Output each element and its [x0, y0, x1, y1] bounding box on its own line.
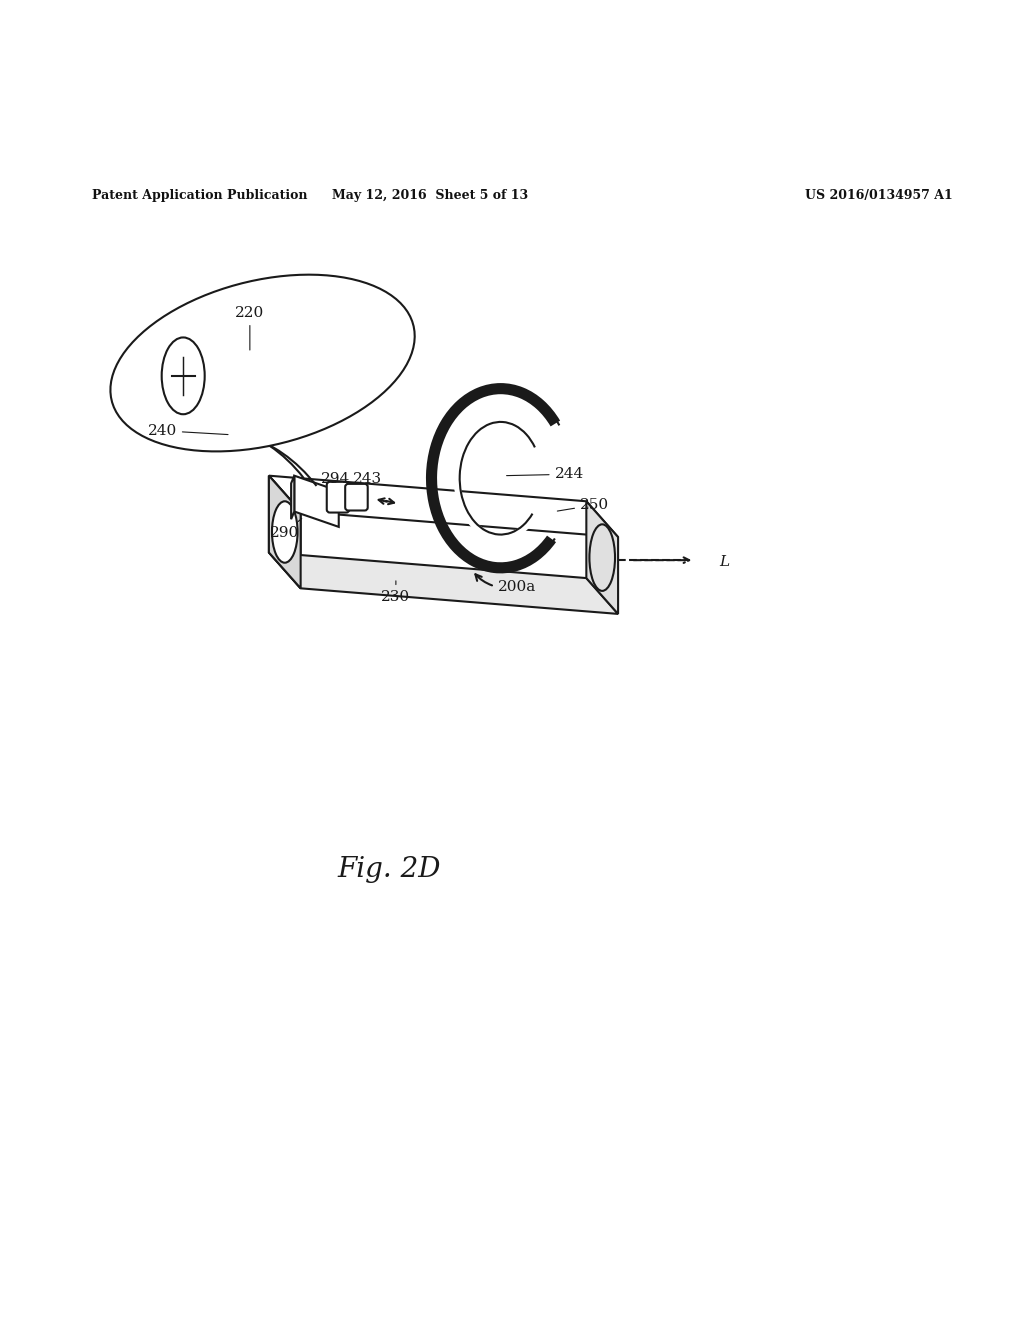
Text: 230: 230	[381, 581, 411, 605]
Text: 240: 240	[147, 424, 228, 438]
Text: May 12, 2016  Sheet 5 of 13: May 12, 2016 Sheet 5 of 13	[332, 189, 528, 202]
Text: 220: 220	[236, 306, 264, 350]
Polygon shape	[269, 475, 301, 589]
Ellipse shape	[272, 502, 298, 562]
Text: 294: 294	[321, 473, 350, 486]
FancyBboxPatch shape	[327, 482, 349, 512]
Polygon shape	[111, 275, 415, 451]
Polygon shape	[294, 475, 339, 527]
Text: L: L	[720, 554, 730, 569]
Text: Patent Application Publication: Patent Application Publication	[92, 189, 307, 202]
Polygon shape	[291, 475, 294, 519]
Text: 243: 243	[352, 473, 382, 486]
Text: US 2016/0134957 A1: US 2016/0134957 A1	[805, 189, 952, 202]
Polygon shape	[269, 553, 618, 614]
Ellipse shape	[590, 524, 615, 591]
Text: 250: 250	[557, 498, 609, 512]
FancyBboxPatch shape	[345, 484, 368, 511]
Ellipse shape	[162, 338, 205, 414]
Text: 244: 244	[507, 467, 584, 482]
Text: Fig. 2D: Fig. 2D	[337, 857, 441, 883]
Text: 290: 290	[270, 519, 302, 540]
Polygon shape	[269, 475, 618, 537]
Text: 200a: 200a	[475, 574, 536, 594]
Polygon shape	[269, 475, 301, 589]
Polygon shape	[587, 502, 618, 614]
